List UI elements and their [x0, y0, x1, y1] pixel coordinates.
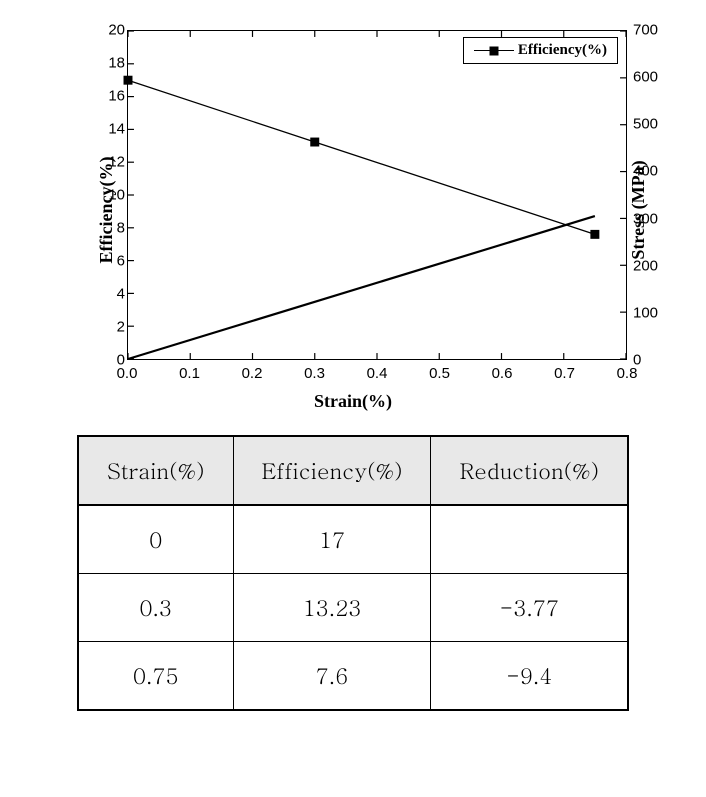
legend-marker-icon	[490, 46, 499, 55]
table-cell: -9.4	[431, 642, 628, 711]
y-left-tick-label: 8	[117, 220, 125, 237]
table-cell: 0	[78, 505, 233, 574]
y-right-tick-label: 700	[633, 22, 658, 39]
table-cell: 17	[233, 505, 431, 574]
chart-legend: Efficiency(%)	[463, 37, 618, 64]
x-tick-label: 0.2	[242, 365, 263, 382]
x-tick-label: 0.5	[429, 365, 450, 382]
y-left-tick-label: 4	[117, 286, 125, 303]
x-tick-label: 0.7	[554, 365, 575, 382]
plot-area: Efficiency(%)	[127, 30, 627, 360]
y-left-tick-label: 18	[108, 55, 125, 72]
table-header-row: Strain(%) Efficiency(%) Reduction(%)	[78, 436, 628, 505]
table-row: 0.757.6-9.4	[78, 642, 628, 711]
table-cell: 7.6	[233, 642, 431, 711]
table-cell	[431, 505, 628, 574]
y-right-tick-label: 200	[633, 257, 658, 274]
y-left-tick-label: 20	[108, 22, 125, 39]
y-right-tick-label: 400	[633, 163, 658, 180]
table-cell: -3.77	[431, 574, 628, 642]
y-right-tick-label: 500	[633, 116, 658, 133]
data-table: Strain(%) Efficiency(%) Reduction(%) 017…	[77, 435, 629, 711]
y-right-tick-label: 600	[633, 69, 658, 86]
y-left-tick-label: 12	[108, 154, 125, 171]
y-left-axis-label: Efficiency(%)	[96, 157, 117, 264]
table-header-cell: Efficiency(%)	[233, 436, 431, 505]
table-cell: 0.75	[78, 642, 233, 711]
table-header-cell: Reduction(%)	[431, 436, 628, 505]
legend-line-icon	[474, 50, 514, 51]
x-tick-label: 0.6	[492, 365, 513, 382]
table-row: 017	[78, 505, 628, 574]
chart-container: Efficiency(%) Stress (MPa) Strain(%) Eff…	[43, 10, 663, 410]
x-axis-label: Strain(%)	[314, 391, 392, 412]
table-header-cell: Strain(%)	[78, 436, 233, 505]
y-right-tick-label: 0	[633, 352, 641, 369]
x-tick-label: 0.1	[179, 365, 200, 382]
y-left-tick-label: 2	[117, 319, 125, 336]
table-row: 0.313.23-3.77	[78, 574, 628, 642]
x-tick-label: 0.4	[367, 365, 388, 382]
y-left-tick-label: 6	[117, 253, 125, 270]
y-right-tick-label: 300	[633, 210, 658, 227]
y-left-tick-label: 0	[117, 352, 125, 369]
table-cell: 0.3	[78, 574, 233, 642]
x-tick-label: 0.3	[304, 365, 325, 382]
plot-svg	[128, 31, 626, 359]
y-right-tick-label: 100	[633, 304, 658, 321]
legend-label: Efficiency(%)	[518, 42, 607, 58]
y-left-tick-label: 14	[108, 121, 125, 138]
table-cell: 13.23	[233, 574, 431, 642]
y-left-tick-label: 16	[108, 88, 125, 105]
y-left-tick-label: 10	[108, 187, 125, 204]
